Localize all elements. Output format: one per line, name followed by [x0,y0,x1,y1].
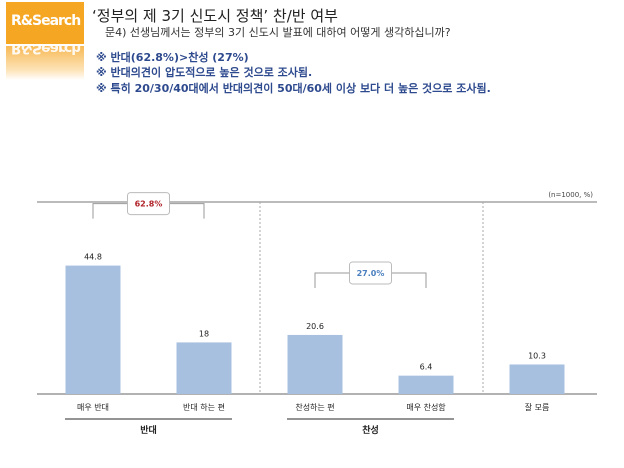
group-total-label: 27.0% [357,269,385,278]
rsearch-logo: R&Search [6,2,84,44]
bar [509,364,565,394]
group-total-box [349,261,392,285]
survey-question: 문4) 선생님께서는 정부의 3기 신도시 발표에 대하여 어떻게 생각하십니까… [105,26,451,39]
group-label: 반대 [140,424,157,436]
category-label: 잘 모름 [525,403,550,412]
bar-value-label: 44.8 [84,253,102,262]
logo-text: R&Search [11,13,81,29]
summary-note-3: ※ 특히 20/30/40대에서 반대의견이 50대/60세 이상 보다 더 높… [96,82,491,95]
category-label: 매우 찬성함 [406,402,446,412]
bar-value-label: 20.6 [306,322,324,331]
group-label: 찬성 [362,424,379,436]
bar [287,334,343,394]
logo-reflection: R&Search [6,46,84,80]
summary-note-2: ※ 반대의견이 압도적으로 높은 것으로 조사됨. [96,66,313,79]
category-label: 반대 하는 편 [183,402,225,412]
bar-value-label: 6.4 [420,363,433,372]
bar [398,375,454,394]
page-title: ‘정부의 제 3기 신도시 정책’ 찬/반 여부 [92,7,338,25]
bar [65,265,121,394]
bar-value-label: 18 [199,329,209,338]
category-label: 매우 반대 [77,403,109,412]
summary-note-1: ※ 반대(62.8%)>찬성 (27%) [96,51,249,64]
bar-value-label: 10.3 [528,351,546,360]
group-total-box [127,192,170,216]
category-label: 찬성하는 편 [295,402,334,412]
group-total-label: 62.8% [135,200,163,209]
sample-size-note: (n=1000, %) [548,191,593,199]
bar [176,342,232,394]
